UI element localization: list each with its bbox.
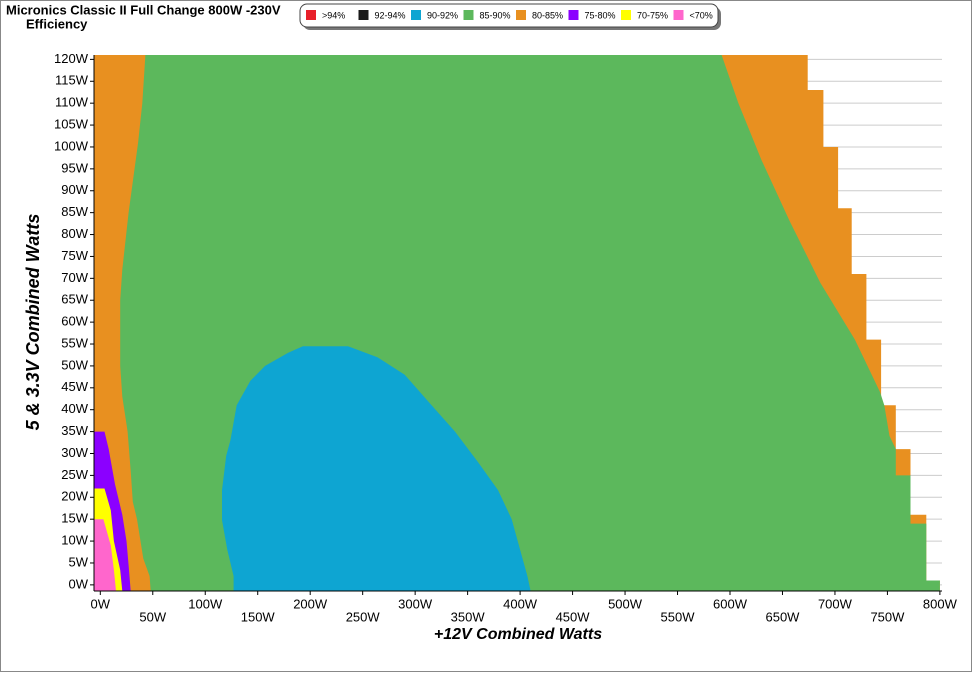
legend-swatch bbox=[673, 10, 684, 20]
legend-label: 92-94% bbox=[375, 10, 406, 20]
x-tick-label: 550W bbox=[661, 609, 696, 624]
y-tick-label: 0W bbox=[69, 576, 89, 591]
y-tick-label: 70W bbox=[61, 270, 88, 285]
efficiency-region bbox=[222, 346, 531, 591]
y-tick-label: 10W bbox=[61, 533, 88, 548]
y-tick-label: 15W bbox=[61, 511, 88, 526]
y-tick-label: 65W bbox=[61, 292, 88, 307]
x-tick-label: 150W bbox=[241, 609, 276, 624]
x-tick-label: 350W bbox=[451, 609, 486, 624]
legend-box bbox=[299, 3, 719, 28]
y-tick-label: 80W bbox=[61, 226, 88, 241]
legend-swatch bbox=[516, 10, 526, 20]
x-tick-label: 250W bbox=[346, 609, 381, 624]
y-tick-label: 30W bbox=[61, 445, 88, 460]
legend-label: 90-92% bbox=[427, 10, 458, 20]
y-tick-label: 90W bbox=[61, 182, 88, 197]
y-tick-label: 100W bbox=[54, 138, 89, 153]
y-tick-label: 110W bbox=[55, 95, 89, 110]
regions bbox=[94, 55, 942, 591]
legend-swatch bbox=[358, 10, 369, 20]
x-tick-label: 0W bbox=[91, 596, 111, 611]
legend-label: >94% bbox=[322, 10, 345, 20]
legend-swatch bbox=[411, 10, 421, 20]
y-tick-label: 120W bbox=[54, 51, 89, 66]
x-tick-label: 450W bbox=[556, 609, 591, 624]
y-tick-label: 5W bbox=[69, 554, 89, 569]
chart-title: Micronics Classic II Full Change 800W -2… bbox=[6, 2, 281, 17]
y-tick-label: 25W bbox=[61, 467, 88, 482]
legend-label: 75-80% bbox=[585, 10, 616, 20]
axes: 0W 5W 10W 15W 20W 25W 30W 35W 40W 45W 50W 55W 60W 65W… bbox=[54, 51, 958, 625]
x-tick-label: 650W bbox=[765, 609, 800, 624]
x-tick-label: 400W bbox=[503, 596, 538, 611]
legend-label: 85-90% bbox=[480, 10, 511, 20]
y-axis-label: 5 & 3.3V Combined Watts bbox=[23, 214, 43, 431]
x-axis-label: +12V Combined Watts bbox=[434, 626, 602, 643]
y-tick-label: 35W bbox=[61, 423, 88, 438]
y-tick-label: 50W bbox=[61, 357, 88, 372]
legend: >94% 92-94% 90-92% 85-90% 80-85% 75-80% 70-75%… bbox=[306, 10, 713, 20]
x-tick-label: 300W bbox=[398, 596, 433, 611]
x-tick-label: 500W bbox=[608, 596, 643, 611]
y-tick-label: 85W bbox=[61, 204, 88, 219]
y-tick-label: 20W bbox=[61, 489, 88, 504]
y-tick-label: 95W bbox=[61, 160, 88, 175]
y-tick-label: 105W bbox=[54, 117, 89, 132]
efficiency-region bbox=[94, 519, 116, 591]
legend-swatch bbox=[306, 10, 316, 20]
x-tick-label: 200W bbox=[293, 596, 328, 611]
legend-swatch bbox=[463, 10, 474, 20]
x-tick-label: 600W bbox=[713, 596, 748, 611]
y-tick-label: 55W bbox=[61, 335, 88, 350]
y-tick-label: 75W bbox=[61, 248, 88, 263]
chart-subtitle: Efficiency bbox=[26, 16, 88, 31]
y-tick-label: 40W bbox=[61, 401, 88, 416]
x-tick-label: 750W bbox=[870, 609, 905, 624]
x-tick-label: 700W bbox=[818, 596, 853, 611]
x-tick-label: 800W bbox=[923, 596, 958, 611]
x-tick-label: 50W bbox=[139, 609, 166, 624]
legend-swatch bbox=[568, 10, 579, 20]
x-tick-label: 100W bbox=[188, 596, 223, 611]
y-tick-label: 60W bbox=[61, 314, 88, 329]
y-tick-label: 45W bbox=[61, 379, 88, 394]
legend-swatch bbox=[621, 10, 631, 20]
legend-label: 80-85% bbox=[532, 10, 563, 20]
y-tick-label: 115W bbox=[55, 73, 89, 88]
legend-label: 70-75% bbox=[637, 10, 668, 20]
legend-label: <70% bbox=[690, 10, 713, 20]
